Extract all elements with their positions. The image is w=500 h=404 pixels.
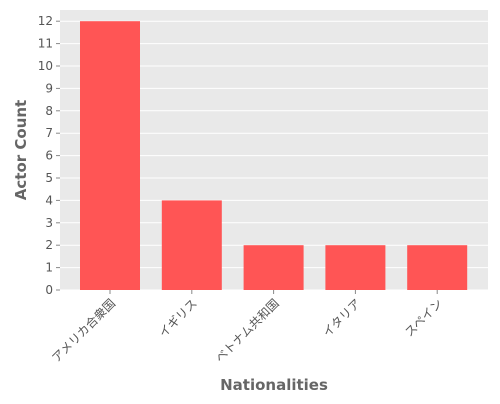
y-tick-label: 2: [45, 238, 53, 252]
y-tick-label: 8: [45, 104, 53, 118]
x-tick-label: ベトナム共和国: [213, 296, 282, 365]
bar: [80, 21, 140, 290]
bar: [243, 245, 304, 290]
x-axis-title: Nationalities: [220, 376, 328, 394]
bars: [80, 21, 468, 290]
y-tick-label: 1: [45, 261, 53, 275]
y-tick-label: 12: [38, 14, 53, 28]
y-tick-label: 5: [45, 171, 53, 185]
x-tick-label: イタリア: [320, 296, 364, 340]
y-tick-label: 7: [45, 126, 53, 140]
y-axis-title: Actor Count: [12, 100, 30, 200]
y-tick-label: 11: [38, 37, 53, 51]
x-axis-ticks: アメリカ合衆国 イギリス ベトナム共和国 イタリア スペイン: [49, 290, 445, 366]
y-tick-label: 9: [45, 81, 53, 95]
y-tick-label: 4: [45, 193, 53, 207]
y-tick-label: 0: [45, 283, 53, 297]
x-tick-label: アメリカ合衆国: [49, 296, 119, 366]
bar: [325, 245, 386, 290]
x-tick-label: イギリス: [156, 296, 200, 340]
y-tick-label: 10: [38, 59, 53, 73]
bar: [407, 245, 468, 290]
y-tick-label: 3: [45, 216, 53, 230]
x-tick-label: スペイン: [402, 296, 445, 339]
y-tick-label: 6: [45, 149, 53, 163]
bar: [161, 200, 222, 290]
